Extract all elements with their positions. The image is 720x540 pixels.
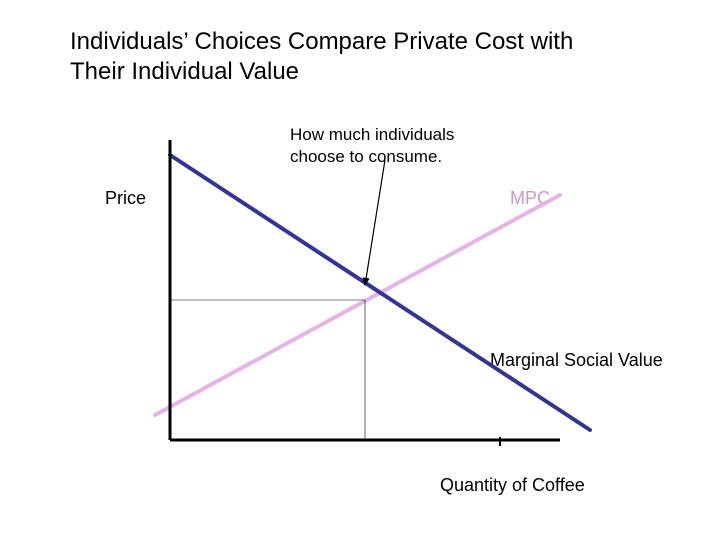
chart-svg [0, 0, 720, 540]
mpc-line [155, 195, 560, 415]
annotation-arrow [365, 160, 385, 285]
msv-line [170, 155, 590, 430]
